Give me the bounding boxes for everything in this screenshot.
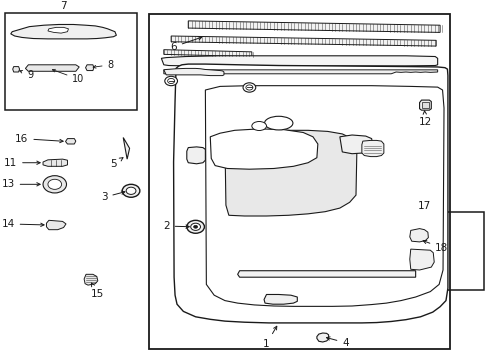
Circle shape: [48, 179, 61, 189]
Text: 12: 12: [418, 111, 431, 127]
Circle shape: [164, 76, 177, 86]
Polygon shape: [210, 129, 317, 169]
Bar: [407, 212, 483, 290]
Polygon shape: [163, 68, 224, 76]
Polygon shape: [171, 36, 435, 46]
Polygon shape: [421, 102, 428, 108]
Circle shape: [190, 223, 200, 230]
Text: 13: 13: [1, 179, 40, 189]
Polygon shape: [409, 249, 433, 270]
Circle shape: [186, 220, 204, 233]
Text: 5: 5: [110, 158, 123, 169]
Text: 10: 10: [52, 69, 84, 84]
Text: 16: 16: [15, 134, 63, 144]
Polygon shape: [161, 56, 437, 66]
Polygon shape: [224, 130, 356, 216]
Polygon shape: [11, 24, 116, 39]
Circle shape: [193, 225, 197, 228]
Polygon shape: [237, 271, 415, 277]
Circle shape: [245, 85, 252, 90]
Circle shape: [167, 78, 174, 84]
Polygon shape: [409, 229, 427, 242]
Polygon shape: [264, 294, 297, 304]
Polygon shape: [361, 140, 383, 157]
Text: 18: 18: [422, 240, 447, 253]
Text: 15: 15: [91, 283, 104, 299]
Bar: [5, 13, 137, 110]
Polygon shape: [13, 67, 20, 72]
Polygon shape: [163, 50, 251, 57]
Polygon shape: [84, 274, 98, 285]
Polygon shape: [173, 64, 447, 323]
Text: 1: 1: [263, 326, 276, 349]
Polygon shape: [186, 147, 205, 164]
Polygon shape: [316, 333, 328, 342]
Polygon shape: [65, 139, 76, 144]
Text: 2: 2: [163, 221, 189, 231]
Polygon shape: [25, 65, 79, 71]
Polygon shape: [48, 27, 68, 33]
Polygon shape: [205, 86, 443, 306]
Circle shape: [122, 184, 140, 197]
Text: 4: 4: [326, 337, 348, 348]
Polygon shape: [188, 21, 439, 32]
Text: 6: 6: [170, 37, 202, 52]
Polygon shape: [43, 159, 67, 166]
Text: 8: 8: [93, 60, 114, 70]
Text: 17: 17: [416, 201, 430, 211]
Text: 11: 11: [4, 158, 40, 168]
Polygon shape: [419, 100, 430, 110]
Polygon shape: [163, 70, 437, 74]
Polygon shape: [123, 138, 129, 159]
Circle shape: [126, 187, 136, 194]
Ellipse shape: [251, 122, 266, 130]
Polygon shape: [339, 135, 372, 154]
Polygon shape: [85, 65, 94, 71]
Circle shape: [243, 83, 255, 92]
Polygon shape: [46, 220, 66, 230]
Text: 9: 9: [20, 69, 33, 80]
Text: 7: 7: [60, 1, 67, 12]
Text: 14: 14: [1, 219, 44, 229]
Ellipse shape: [264, 116, 292, 130]
Circle shape: [43, 176, 66, 193]
Text: 3: 3: [101, 191, 124, 202]
Bar: [149, 14, 449, 349]
